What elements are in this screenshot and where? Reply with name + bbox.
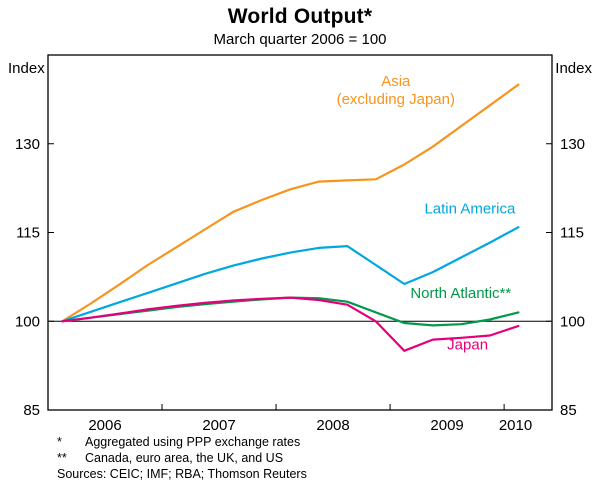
series-label-asia: Asia (excluding Japan)	[337, 73, 455, 108]
y-tick-label-right: 115	[560, 225, 584, 242]
series-label-north-atlantic: North Atlantic**	[410, 285, 511, 302]
x-year-label: 2008	[316, 417, 349, 434]
y-axis-title-right: Index	[555, 60, 592, 77]
footnotes: * Aggregated using PPP exchange rates **…	[57, 434, 307, 482]
footnote-marker: **	[57, 451, 67, 465]
series-line-japan	[61, 296, 520, 352]
y-tick-label-right: 100	[560, 313, 585, 330]
y-tick-label-right: 130	[560, 136, 585, 153]
series-label-japan: Japan	[447, 337, 488, 354]
x-year-label: 2006	[88, 417, 121, 434]
series-label-latin-america: Latin America	[424, 201, 516, 218]
y-tick-label-left: 115	[16, 225, 40, 242]
footnote-marker: *	[57, 435, 62, 449]
footnote: * Aggregated using PPP exchange rates	[57, 434, 307, 450]
y-tick-label-left: 100	[15, 313, 40, 330]
y-tick-label-left: 85	[23, 402, 40, 419]
x-year-label: 2007	[202, 417, 235, 434]
x-year-label: 2010	[499, 417, 532, 434]
chart-subtitle: March quarter 2006 = 100	[213, 31, 387, 48]
series-line-latin-america	[61, 226, 520, 323]
footnote-text: Canada, euro area, the UK, and US	[85, 451, 284, 465]
y-tick-label-right: 85	[560, 402, 577, 419]
chart-title: World Output*	[227, 5, 373, 28]
footnote: ** Canada, euro area, the UK, and US	[57, 450, 307, 466]
y-tick-label-left: 130	[15, 136, 40, 153]
chart-canvas: Asia (excluding Japan) Latin America North …	[8, 54, 592, 434]
y-axis-title-left: Index	[8, 60, 45, 77]
series-line-asia	[61, 83, 520, 323]
footnote-text: Aggregated using PPP exchange rates	[85, 435, 301, 449]
x-year-label: 2009	[430, 417, 463, 434]
sources-line: Sources: CEIC; IMF; RBA; Thomson Reuters	[57, 467, 307, 481]
plot-border	[47, 54, 553, 411]
